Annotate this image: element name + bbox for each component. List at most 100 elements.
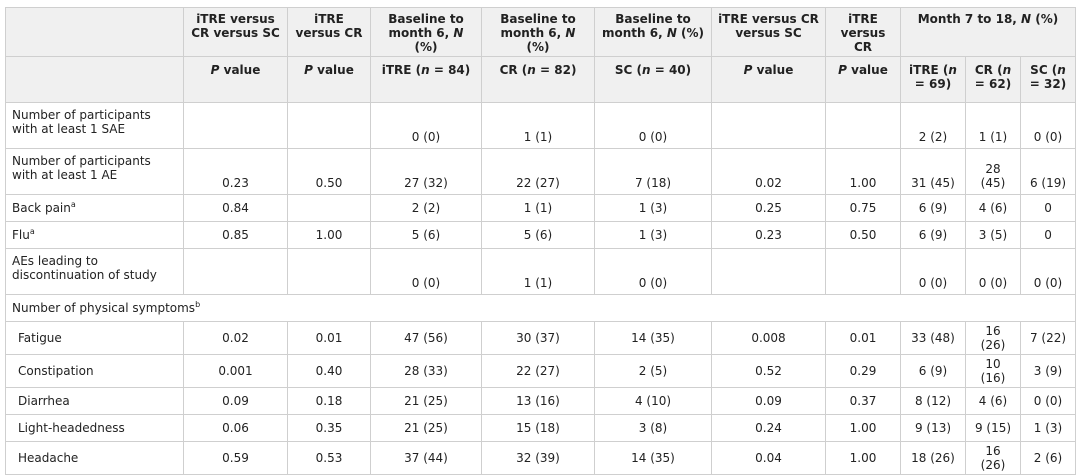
cell: 3 (9) [1019,354,1077,388]
header-cell: iTRE (n = 69) [900,56,966,103]
text-part: Back pain [12,201,71,215]
cell: 6 (19) [1019,148,1077,195]
cell: 14 (35) [594,441,712,475]
row-label: Number of participants with at least 1 S… [5,102,184,149]
header-cell: Baseline to month 6, N (%) [481,7,595,57]
cell: 0.50 [825,221,901,249]
text-part: (%) [526,40,550,54]
header-cell: iTRE versus CR [287,7,371,57]
table-header: iTRE versus CR versus SC iTRE versus CR Ba… [5,7,1077,103]
row-label: Number of participants with at least 1 A… [5,148,184,195]
cell: 7 (18) [594,148,712,195]
header-cell: Month 7 to 18, N (%) [899,7,1077,57]
cell: 30 (37) [481,321,595,355]
text-part: SC ( [614,63,642,77]
row-label: Fatigue [5,321,184,355]
cell: 37 (44) [370,441,482,475]
cell: 0.23 [711,221,826,249]
text-part: value [846,63,888,77]
text-part: value [752,63,794,77]
row-label: Constipation [5,354,184,388]
cell: 0.53 [287,441,371,475]
text-part: Baseline to month 6, [388,12,464,40]
header-cell: P value [183,56,288,103]
cell [825,248,901,295]
header-cell: iTRE versus CR [825,7,901,57]
cell: 0.37 [825,387,901,415]
cell [711,248,826,295]
text-part: value [219,63,261,77]
cell: 1 (1) [481,102,595,149]
row-label: Light-headedness [5,414,184,442]
text-part: Flu [12,228,30,242]
text-part: Baseline to month 6, [500,12,576,40]
cell: 47 (56) [370,321,482,355]
text-part: N [1021,12,1032,26]
cell [825,102,901,149]
cell: 0.001 [183,354,288,388]
header-cell: P value [825,56,901,103]
cell: 3 (8) [594,414,712,442]
header-cell: CR (n = 82) [481,56,595,103]
cell: 0.24 [711,414,826,442]
text-part: a [70,200,76,209]
body-row: AEs leading to discontinuation of study 0… [5,248,1077,295]
cell: 0.35 [287,414,371,442]
cell: 0.29 [825,354,901,388]
text-part: (%) [1031,12,1059,26]
table-container: iTRE versus CR versus SC iTRE versus CR Ba… [4,7,1077,475]
row-label: Diarrhea [5,387,184,415]
cell [183,248,288,295]
text-part: P [838,63,847,77]
cell: 0.09 [183,387,288,415]
cell: 27 (32) [370,148,482,195]
text-part: = 40) [650,63,692,77]
text-part: a [29,227,35,236]
text-part: N [565,26,576,40]
cell: 1.00 [287,221,371,249]
cell: 9 (15) [965,414,1021,442]
header-cell [5,56,184,103]
header-row: P value P value iTRE (n = 84) CR (n = 82) SC… [5,56,1077,103]
text-part: n [641,63,651,77]
cell: 21 (25) [370,387,482,415]
cell: 21 (25) [370,414,482,442]
text-part: Baseline to month 6, [601,12,691,40]
cell: 3 (5) [965,221,1021,249]
page: iTRE versus CR versus SC iTRE versus CR Ba… [4,7,1077,475]
cell: 16 (26) [965,321,1021,355]
header-cell: Baseline to month 6, N (%) [370,7,482,57]
text-part: iTRE ( [381,63,422,77]
cell: 15 (18) [481,414,595,442]
cell: 0 (0) [965,248,1021,295]
cell: 10 (16) [965,354,1021,388]
cell: 33 (48) [900,321,966,355]
cell: 0 (0) [370,248,482,295]
text-part: n [1002,63,1012,77]
cell: 0.01 [287,321,371,355]
cell: 22 (27) [481,148,595,195]
header-cell: iTRE versus CR versus SC [711,7,826,57]
cell: 2 (5) [594,354,712,388]
header-cell: CR (n = 62) [965,56,1021,103]
header-cell: P value [287,56,371,103]
cell: 22 (27) [481,354,595,388]
cell: 6 (9) [900,221,966,249]
cell: 0.84 [183,194,288,222]
cell: 0.52 [711,354,826,388]
cell: 9 (13) [900,414,966,442]
text-part: n [948,63,957,77]
text-part: n [421,63,430,77]
cell: 0.40 [287,354,371,388]
cell: 0.23 [183,148,288,195]
row-label: Number of physical symptomsb [4,294,1077,322]
body-row: Flua 0.85 1.00 5 (6) 5 (6) 1 (3) 0.23 0.50 6 (9)… [5,221,1077,249]
cell: 18 (26) [900,441,966,475]
cell: 6 (9) [900,194,966,222]
cell: 8 (12) [900,387,966,415]
text-part: n [527,63,536,77]
text-part: = 82) [535,63,577,77]
cell: 1.00 [825,148,901,195]
cell: 2 (2) [900,102,966,149]
cell: 1.00 [825,441,901,475]
